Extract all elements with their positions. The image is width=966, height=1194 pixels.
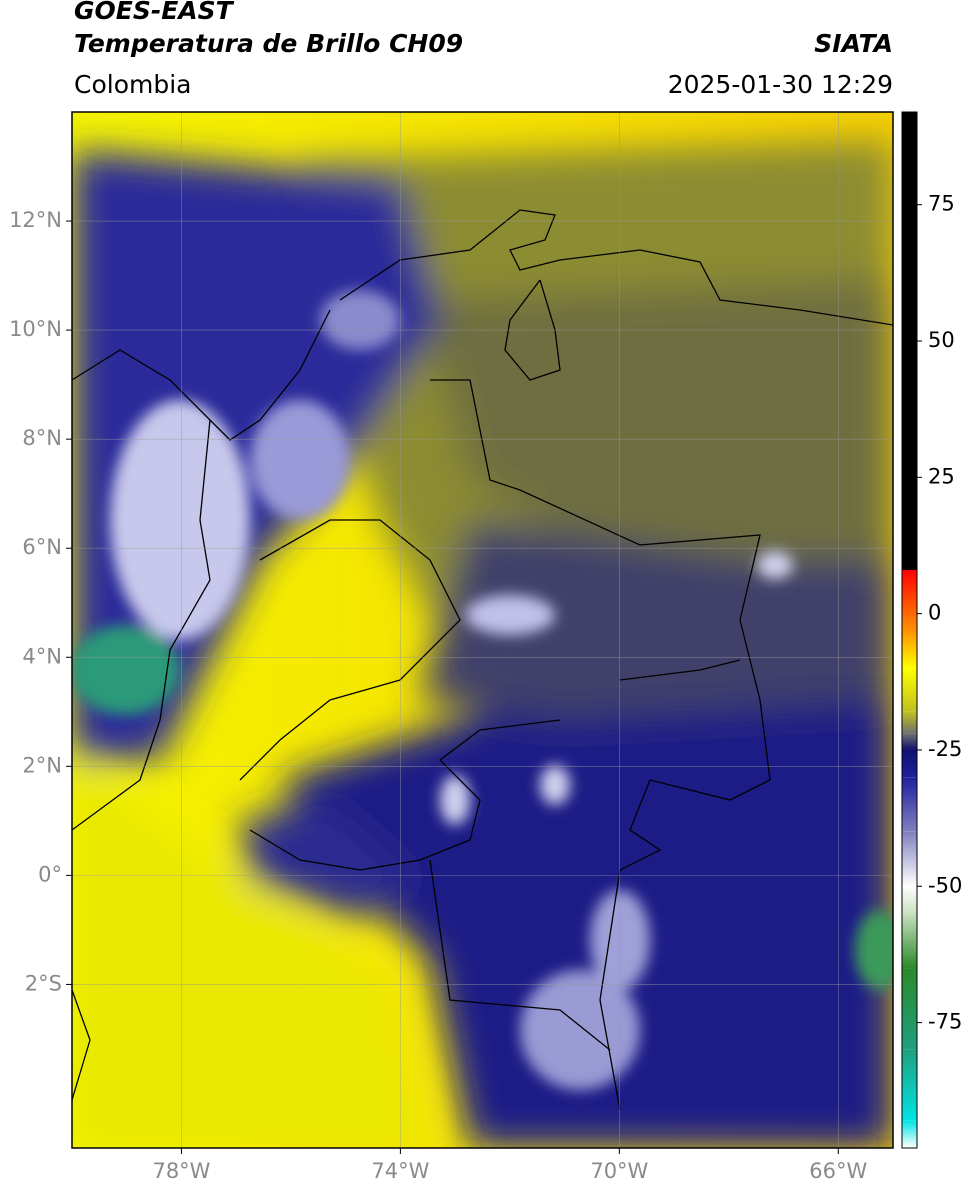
x-tick-label: 74°W bbox=[371, 1159, 429, 1183]
x-tick-label: 78°W bbox=[152, 1159, 210, 1183]
colorbar-frame bbox=[901, 111, 918, 1149]
y-tick-label: 8°N bbox=[22, 426, 62, 450]
colorbar-segment bbox=[902, 668, 917, 712]
colorbar-segment bbox=[902, 733, 917, 750]
colorbar-segment bbox=[902, 749, 917, 778]
colorbar-tick-label: 75 bbox=[928, 192, 955, 216]
datetime: 2025-01-30 12:29 bbox=[668, 70, 893, 99]
colorbar-segment bbox=[902, 112, 917, 571]
satellite-image bbox=[72, 112, 893, 1148]
source: SIATA bbox=[814, 29, 893, 58]
colorbar-segment bbox=[902, 777, 917, 832]
colorbar-tick-label: 50 bbox=[928, 328, 955, 352]
y-tick-label: 10°N bbox=[9, 317, 62, 341]
colorbar-segment bbox=[902, 711, 917, 734]
colorbar-tick-label: -50 bbox=[928, 873, 962, 897]
colorbar-segment bbox=[902, 968, 917, 1050]
region: Colombia bbox=[74, 70, 191, 99]
y-tick-label: 2°N bbox=[22, 753, 62, 777]
colorbar-segment bbox=[902, 913, 917, 969]
colorbar-segment bbox=[902, 1049, 917, 1121]
x-tick-label: 66°W bbox=[809, 1159, 867, 1183]
colorbar-tick-label: -75 bbox=[928, 1010, 962, 1034]
map-frame bbox=[71, 111, 894, 1149]
colorbar-tick-label: 25 bbox=[928, 464, 955, 488]
satellite: GOES-EAST bbox=[74, 0, 235, 25]
colorbar-segment bbox=[902, 630, 917, 669]
y-tick-label: 6°N bbox=[22, 535, 62, 559]
product: Temperatura de Brillo CH09 bbox=[74, 29, 463, 58]
y-tick-label: 12°N bbox=[9, 208, 62, 232]
colorbar-segment bbox=[902, 570, 917, 630]
colorbar-segment bbox=[902, 886, 917, 914]
colorbar-tick-label: 0 bbox=[928, 601, 941, 625]
colorbar-segment bbox=[902, 1120, 917, 1148]
y-tick-label: 2°S bbox=[25, 971, 62, 995]
y-tick-label: 0° bbox=[38, 862, 62, 886]
x-tick-label: 70°W bbox=[590, 1159, 648, 1183]
y-tick-label: 4°N bbox=[22, 644, 62, 668]
colorbar-segment bbox=[902, 831, 917, 887]
colorbar-tick-label: -25 bbox=[928, 737, 962, 761]
